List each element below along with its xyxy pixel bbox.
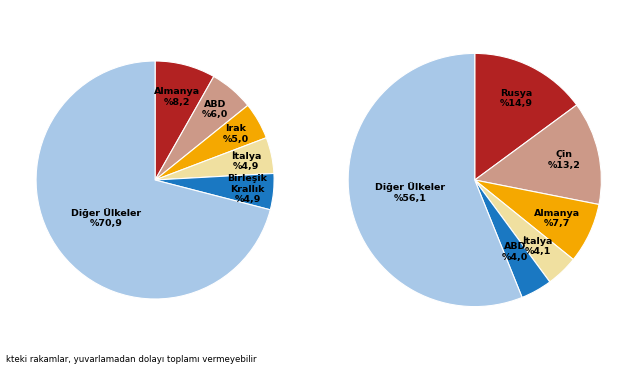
Text: Diğer Ülkeler
%70,9: Diğer Ülkeler %70,9 — [71, 208, 141, 228]
Text: ABD
%4,0: ABD %4,0 — [502, 242, 528, 261]
Text: Çin
%13,2: Çin %13,2 — [548, 150, 580, 170]
Wedge shape — [155, 138, 274, 180]
Text: İtalya
%4,1: İtalya %4,1 — [523, 236, 553, 256]
Wedge shape — [36, 61, 270, 299]
Wedge shape — [475, 180, 599, 260]
Text: İtalya
%4,9: İtalya %4,9 — [230, 150, 261, 171]
Wedge shape — [475, 53, 577, 180]
Wedge shape — [475, 105, 601, 204]
Wedge shape — [348, 53, 522, 307]
Text: Almanya
%8,2: Almanya %8,2 — [154, 87, 200, 107]
Wedge shape — [155, 105, 266, 180]
Wedge shape — [155, 61, 214, 180]
Text: Diğer Ülkeler
%56,1: Diğer Ülkeler %56,1 — [375, 182, 445, 203]
Text: Rusya
%14,9: Rusya %14,9 — [499, 89, 532, 108]
Wedge shape — [475, 180, 573, 282]
Wedge shape — [155, 76, 248, 180]
Text: Almanya
%7,7: Almanya %7,7 — [534, 209, 580, 228]
Text: Irak
%5,0: Irak %5,0 — [223, 124, 249, 144]
Text: Birleşik
Krallık
%4,9: Birleşik Krallık %4,9 — [227, 174, 268, 204]
Wedge shape — [155, 174, 274, 210]
Wedge shape — [475, 180, 550, 297]
Text: ABD
%6,0: ABD %6,0 — [202, 100, 229, 119]
Text: kteki rakamlar, yuvarlamadan dolayı toplamı vermeyebilir: kteki rakamlar, yuvarlamadan dolayı topl… — [6, 355, 257, 364]
